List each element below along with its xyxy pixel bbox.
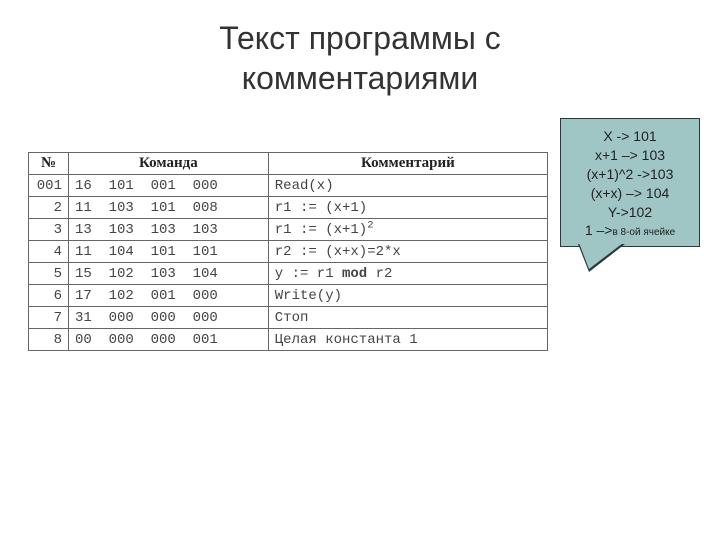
cell-cmd: 17 102 001 000 [68, 285, 268, 307]
memory-callout: X -> 101 x+1 –> 103 (x+1)^2 ->103 (x+x) … [560, 118, 700, 247]
callout-line: (x+1)^2 ->103 [565, 165, 695, 184]
cell-num: 4 [29, 241, 69, 263]
table-row: 515 102 103 104y := r1 mod r2 [29, 263, 548, 285]
cell-cmd: 11 103 101 008 [68, 197, 268, 219]
cell-cmd: 16 101 001 000 [68, 175, 268, 197]
table-row: 800 000 000 001Целая константа 1 [29, 329, 548, 351]
header-num: № [29, 153, 69, 175]
page-title: Текст программы с комментариями [0, 0, 720, 98]
program-table-container: № Команда Комментарий 00116 101 001 000R… [28, 152, 548, 351]
table-row: 211 103 101 008r1 := (x+1) [29, 197, 548, 219]
cell-num: 8 [29, 329, 69, 351]
cell-num: 001 [29, 175, 69, 197]
cell-comment: Целая константа 1 [268, 329, 547, 351]
cell-comment: r2 := (x+x)=2*x [268, 241, 547, 263]
table-row: 731 000 000 000Стоп [29, 307, 548, 329]
cell-cmd: 31 000 000 000 [68, 307, 268, 329]
table-row: 313 103 103 103r1 := (x+1)2 [29, 219, 548, 241]
cell-cmd: 00 000 000 001 [68, 329, 268, 351]
cell-cmd: 15 102 103 104 [68, 263, 268, 285]
cell-cmd: 11 104 101 101 [68, 241, 268, 263]
callout-pointer [579, 243, 623, 269]
callout-line: x+1 –> 103 [565, 146, 695, 165]
header-comment: Комментарий [268, 153, 547, 175]
table-header-row: № Команда Комментарий [29, 153, 548, 175]
program-table: № Команда Комментарий 00116 101 001 000R… [28, 152, 548, 351]
cell-comment: y := r1 mod r2 [268, 263, 547, 285]
callout-line: X -> 101 [565, 127, 695, 146]
table-row: 00116 101 001 000Read(x) [29, 175, 548, 197]
cell-num: 6 [29, 285, 69, 307]
cell-comment: Write(y) [268, 285, 547, 307]
title-line-2: комментариями [242, 60, 479, 96]
cell-comment: r1 := (x+1)2 [268, 219, 547, 241]
cell-num: 5 [29, 263, 69, 285]
cell-comment: Read(x) [268, 175, 547, 197]
cell-num: 2 [29, 197, 69, 219]
callout-line: (x+x) –> 104 [565, 184, 695, 203]
header-cmd: Команда [68, 153, 268, 175]
title-line-1: Текст программы с [219, 20, 501, 56]
table-row: 411 104 101 101r2 := (x+x)=2*x [29, 241, 548, 263]
cell-num: 7 [29, 307, 69, 329]
cell-cmd: 13 103 103 103 [68, 219, 268, 241]
cell-num: 3 [29, 219, 69, 241]
table-row: 617 102 001 000Write(y) [29, 285, 548, 307]
cell-comment: r1 := (x+1) [268, 197, 547, 219]
callout-line-last: 1 –>в 8-ой ячейке [565, 221, 695, 240]
callout-line: Y->102 [565, 203, 695, 222]
cell-comment: Стоп [268, 307, 547, 329]
